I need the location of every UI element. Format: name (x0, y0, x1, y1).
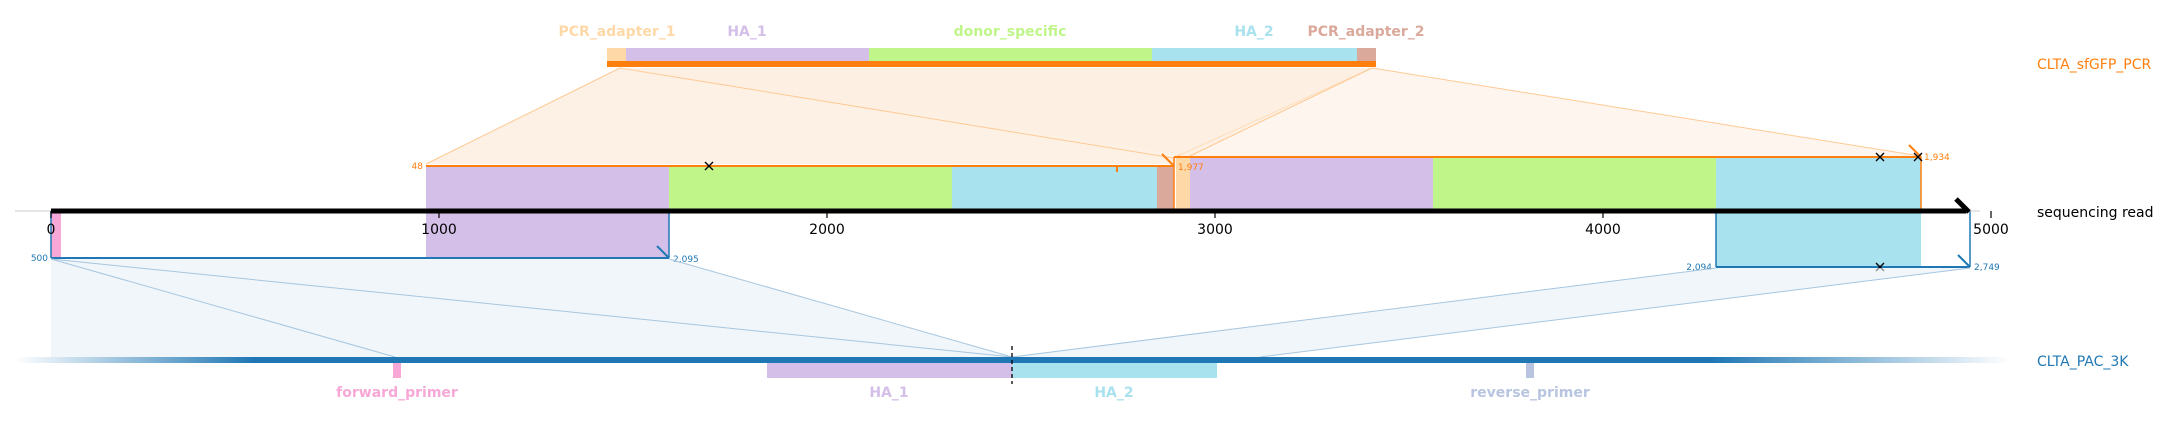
feature-ha-2-bottom-bar (1012, 363, 1217, 378)
top-connector-1-cross-edge (619, 67, 1174, 159)
top-connector-2-right-edge (1371, 67, 1921, 157)
bottom-connector-1-right-edge (668, 258, 1013, 358)
top-track-line (607, 61, 1376, 67)
feature-pcr-adapter-1-bar (607, 48, 626, 63)
track-name-clta-sfgfp-pcr: CLTA_sfGFP_PCR (2037, 57, 2151, 73)
feature-label-pcr-adapter-2: PCR_adapter_2 (1307, 24, 1424, 40)
alignment-coordinate-labels: 48 1,977 1,934 500 2,095 2,094 2,749 (31, 153, 2000, 273)
read-block-pcr-adapter-1 (1176, 158, 1190, 211)
feature-reverse-primer-bar (1526, 363, 1534, 378)
tick-label-5000: 5000 (1973, 222, 2009, 238)
sequencing-read-axis: 0 1000 2000 3000 4000 5000 sequencing re… (15, 197, 2153, 238)
bottom-connector-2-right-edge (1259, 267, 1971, 358)
bottom-connector-1-left-edge (50, 258, 396, 358)
coord-bottom-2-end: 2,749 (1974, 263, 2000, 273)
read-block-ha-2-below (1716, 211, 1921, 267)
feature-forward-primer-bar (393, 363, 401, 378)
feature-pcr-adapter-2-bar (1357, 48, 1376, 63)
top-connector-1-left-edge (425, 67, 621, 165)
top-connector-2 (620, 68, 1920, 156)
read-block-ha-2 (952, 166, 1157, 211)
feature-label-donor-specific: donor_specific (954, 24, 1067, 40)
read-block-donor-specific-second (1433, 158, 1716, 211)
coord-top-2-end: 1,934 (1924, 153, 1950, 163)
feature-label-reverse-primer: reverse_primer (1470, 385, 1590, 401)
feature-label-ha-1-bottom: HA_1 (869, 385, 908, 401)
bottom-aln-2-arrow (1957, 254, 1971, 268)
read-block-ha-2-second (1716, 158, 1921, 211)
tick-label-1000: 1000 (421, 222, 457, 238)
feature-label-pcr-adapter-1: PCR_adapter_1 (558, 24, 675, 40)
read-axis-arrowhead (1954, 197, 1971, 214)
feature-ha-1-bottom-bar (767, 363, 1012, 378)
bottom-reference-track: forward_primer HA_1 HA_2 reverse_primer … (15, 346, 2129, 401)
read-block-ha-1-second (1190, 158, 1433, 211)
top-aln-1-arrow (1161, 153, 1175, 167)
bottom-alignment-connectors (50, 258, 1971, 358)
feature-ha-1-bar (626, 48, 869, 63)
tick-label-4000: 4000 (1585, 222, 1621, 238)
tick-label-2000: 2000 (809, 222, 845, 238)
feature-donor-specific-bar (869, 48, 1152, 63)
top-alignment-connectors (425, 67, 1921, 165)
coord-top-1-start: 48 (412, 162, 424, 172)
feature-label-ha-1: HA_1 (727, 24, 766, 40)
tick-label-0: 0 (47, 222, 56, 238)
read-alignment-outlines (50, 144, 1971, 268)
bottom-connector-2 (1012, 268, 1970, 357)
mismatch-marker-2 (1875, 152, 1885, 162)
feature-label-ha-2-bottom: HA_2 (1094, 385, 1133, 401)
bottom-connector-1-cross-edge (50, 258, 1013, 358)
mismatch-marker-1 (704, 161, 714, 171)
mismatch-marker-3 (1913, 152, 1923, 162)
feature-ha-2-bar (1152, 48, 1357, 63)
read-block-ha-1-below (426, 211, 669, 258)
bottom-connector-2-left-edge (1011, 267, 1717, 358)
read-block-forward-primer (51, 211, 61, 258)
tick-label-3000: 3000 (1197, 222, 1233, 238)
top-connector-2-left-edge (1189, 67, 1373, 157)
top-reference-track: PCR_adapter_1 HA_1 donor_specific HA_2 P… (558, 24, 2151, 73)
read-feature-blocks (51, 158, 1921, 267)
feature-label-ha-2: HA_2 (1234, 24, 1273, 40)
top-aln-2-arrow (1908, 144, 1922, 158)
track-name-clta-pac-3k: CLTA_PAC_3K (2037, 354, 2129, 370)
coord-top-1-end: 1,977 (1178, 163, 1204, 173)
read-block-donor-specific (669, 166, 952, 211)
coord-bottom-1-start: 500 (31, 254, 48, 264)
read-block-ha-1 (426, 166, 669, 211)
bottom-aln-1-arrow (656, 245, 670, 259)
coord-bottom-2-start: 2,094 (1686, 263, 1712, 273)
feature-label-forward-primer: forward_primer (336, 385, 458, 401)
read-block-pcr-adapter-2 (1157, 166, 1174, 211)
coord-bottom-1-end: 2,095 (673, 255, 699, 265)
track-name-sequencing-read: sequencing read (2037, 205, 2153, 221)
